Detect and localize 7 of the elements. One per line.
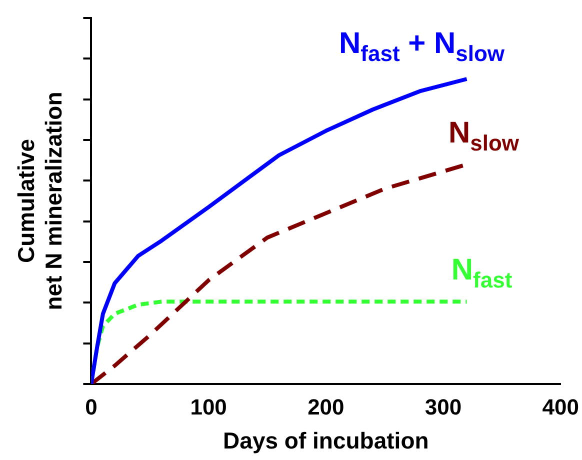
x-tick-label: 300 bbox=[424, 394, 462, 420]
x-tick-label: 200 bbox=[308, 394, 344, 420]
y-axis-title: Cumulative net N mineralization bbox=[13, 92, 67, 310]
x-tick-label: 100 bbox=[190, 394, 227, 420]
x-axis-title: Days of incubation bbox=[223, 428, 429, 454]
x-tick-label: 0 bbox=[85, 394, 98, 420]
x-tick-label: 400 bbox=[542, 394, 580, 420]
